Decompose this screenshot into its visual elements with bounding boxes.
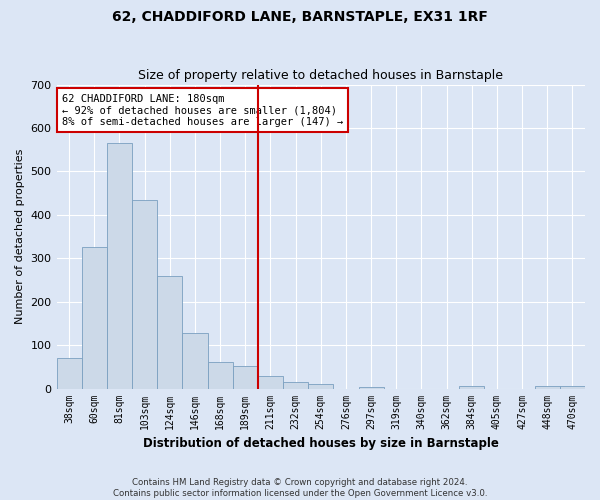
- Title: Size of property relative to detached houses in Barnstaple: Size of property relative to detached ho…: [138, 69, 503, 82]
- Bar: [208, 362, 233, 388]
- Bar: [107, 143, 132, 388]
- Bar: [182, 333, 208, 388]
- Bar: [56, 358, 82, 388]
- Bar: [258, 376, 283, 388]
- Text: Contains HM Land Registry data © Crown copyright and database right 2024.
Contai: Contains HM Land Registry data © Crown c…: [113, 478, 487, 498]
- X-axis label: Distribution of detached houses by size in Barnstaple: Distribution of detached houses by size …: [143, 437, 499, 450]
- Bar: [157, 276, 182, 388]
- Bar: [283, 382, 308, 388]
- Bar: [459, 386, 484, 388]
- Y-axis label: Number of detached properties: Number of detached properties: [15, 149, 25, 324]
- Bar: [560, 386, 585, 388]
- Bar: [82, 248, 107, 388]
- Text: 62 CHADDIFORD LANE: 180sqm
← 92% of detached houses are smaller (1,804)
8% of se: 62 CHADDIFORD LANE: 180sqm ← 92% of deta…: [62, 94, 343, 127]
- Bar: [132, 200, 157, 388]
- Text: 62, CHADDIFORD LANE, BARNSTAPLE, EX31 1RF: 62, CHADDIFORD LANE, BARNSTAPLE, EX31 1R…: [112, 10, 488, 24]
- Bar: [308, 384, 334, 388]
- Bar: [233, 366, 258, 388]
- Bar: [535, 386, 560, 388]
